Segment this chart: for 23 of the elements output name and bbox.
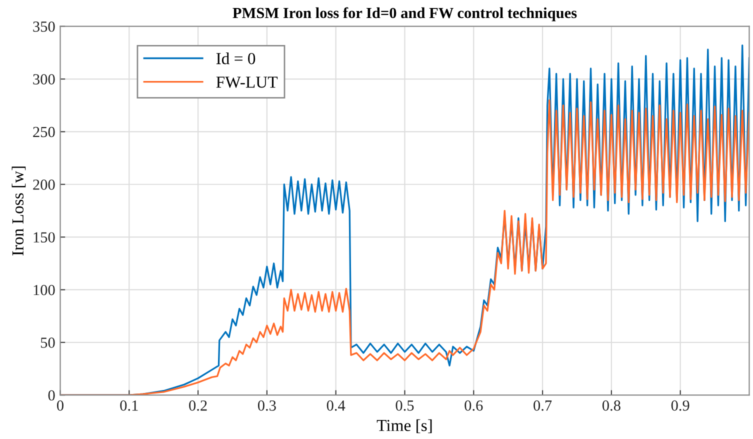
y-tick-label: 50 xyxy=(40,338,55,348)
chart-title: PMSM Iron loss for Id=0 and FW control techniques xyxy=(232,7,577,22)
x-tick-label: 0.5 xyxy=(396,400,414,411)
x-axis-title: Time [s] xyxy=(376,419,432,434)
y-tick-label: 150 xyxy=(34,232,55,243)
y-tick-label: 200 xyxy=(33,180,55,190)
x-tick-label: 0.3 xyxy=(258,400,276,411)
x-tick-label: 0 xyxy=(57,400,64,411)
x-tick-label: 0.1 xyxy=(120,400,138,411)
legend-label: Id = 0 xyxy=(216,52,256,64)
y-tick-label: 100 xyxy=(34,284,55,296)
x-tick-label: 0.4 xyxy=(326,400,346,411)
y-axis-title: Iron Loss [w] xyxy=(12,166,26,256)
x-tick-label: 0.9 xyxy=(671,400,690,411)
legend-label: FW-LUT xyxy=(216,76,278,88)
y-tick-label: 250 xyxy=(33,126,55,138)
x-tick-label: 0.8 xyxy=(602,400,620,411)
y-tick-label: 300 xyxy=(33,74,55,84)
x-tick-label: 0.7 xyxy=(534,400,552,411)
x-tick-label: 0.2 xyxy=(189,400,207,411)
y-tick-label: 350 xyxy=(33,21,55,32)
x-tick-label: 0.6 xyxy=(464,400,483,411)
y-tick-label: 0 xyxy=(48,390,55,401)
